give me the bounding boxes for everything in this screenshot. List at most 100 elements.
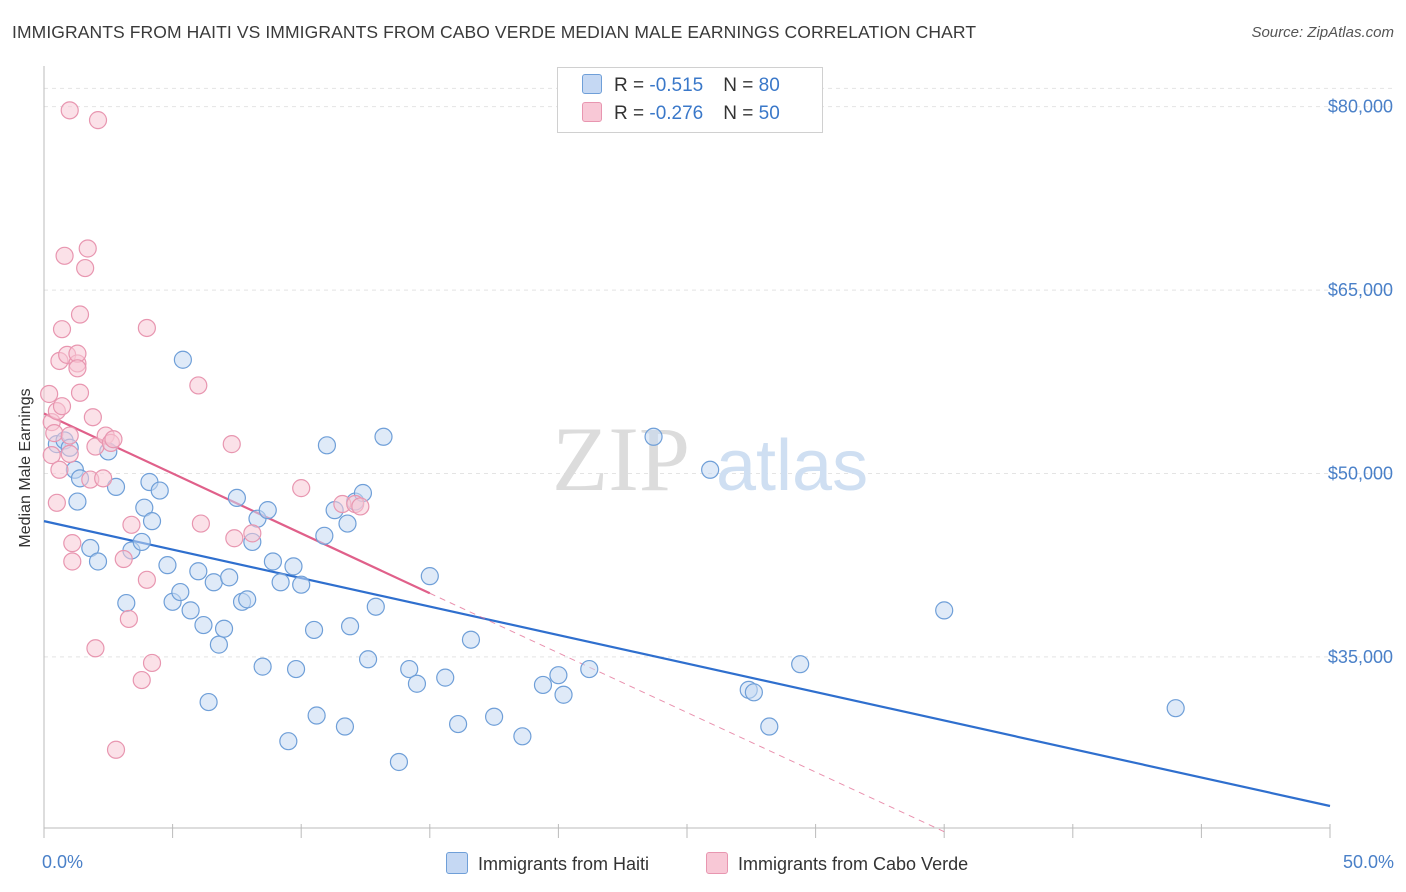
haiti-point-60 xyxy=(448,714,468,734)
haiti-point-43 xyxy=(307,706,326,725)
cabo-verde-point-16 xyxy=(63,552,82,571)
haiti-point-54 xyxy=(374,427,393,446)
haiti-n-label: N = xyxy=(723,75,759,96)
haiti-point-55 xyxy=(389,752,409,772)
haiti-point-19 xyxy=(171,582,190,602)
haiti-point-65 xyxy=(549,666,568,685)
haiti-point-45 xyxy=(317,436,337,455)
legend-item-cabo-verde: Immigrants from Cabo Verde xyxy=(706,852,968,875)
cabo-verde-n-label: N = xyxy=(723,103,759,124)
haiti-point-75 xyxy=(1166,699,1185,718)
y-tick-label-0: $35,000 xyxy=(1328,647,1393,667)
cabo-verde-r-value: -0.276 xyxy=(649,103,704,124)
haiti-r-label: R = xyxy=(614,75,650,96)
cabo-verde-point-27 xyxy=(86,639,105,658)
y-tick-label-1: $50,000 xyxy=(1328,463,1393,483)
haiti-point-24 xyxy=(199,692,218,712)
cabo-verde-point-20 xyxy=(70,305,90,324)
haiti-point-31 xyxy=(238,590,257,609)
cabo-verde-point-36 xyxy=(122,515,141,534)
haiti-point-39 xyxy=(284,557,303,576)
cabo-verde-point-41 xyxy=(189,376,208,395)
cabo-verde-point-15 xyxy=(63,534,82,553)
haiti-point-61 xyxy=(461,630,481,649)
cabo-verde-point-29 xyxy=(94,469,113,488)
haiti-point-41 xyxy=(292,575,311,594)
cabo-verde-point-14 xyxy=(60,444,79,463)
haiti-point-73 xyxy=(791,655,810,674)
haiti-point-13 xyxy=(135,498,154,517)
haiti-point-7 xyxy=(88,552,108,571)
y-tick-label-2: $65,000 xyxy=(1328,280,1393,300)
haiti-point-68 xyxy=(644,427,663,446)
haiti-point-44 xyxy=(315,526,334,545)
haiti-point-20 xyxy=(173,350,192,369)
haiti-point-57 xyxy=(407,674,427,693)
trend-line-0 xyxy=(43,520,1331,808)
cabo-verde-point-19 xyxy=(68,359,87,378)
haiti-point-37 xyxy=(271,573,290,592)
cabo-verde-point-35 xyxy=(119,609,138,629)
cabo-verde-point-40 xyxy=(142,653,162,673)
haiti-point-21 xyxy=(181,601,200,620)
cabo-verde-point-9 xyxy=(52,397,72,416)
haiti-point-74 xyxy=(935,601,954,620)
legend-item-haiti: Immigrants from Haiti xyxy=(446,852,649,875)
x-tick-label-max: 50.0% xyxy=(1342,852,1394,872)
cabo-verde-point-38 xyxy=(137,570,156,589)
haiti-point-23 xyxy=(194,615,213,635)
haiti-point-47 xyxy=(335,717,355,736)
watermark-atlas: atlas xyxy=(716,426,868,506)
legend-haiti-swatch xyxy=(446,852,468,874)
cabo-verde-point-46 xyxy=(292,479,311,498)
cabo-verde-point-49 xyxy=(351,497,370,516)
haiti-point-53 xyxy=(366,597,385,616)
cabo-verde-point-37 xyxy=(132,670,151,690)
cabo-verde-point-1 xyxy=(42,446,61,465)
y-tick-label-3: $80,000 xyxy=(1328,97,1393,117)
haiti-n-value: 80 xyxy=(758,75,780,96)
watermark-zip: ZIP xyxy=(552,408,690,510)
haiti-point-38 xyxy=(279,732,298,751)
haiti-point-56 xyxy=(400,659,419,679)
cabo-verde-point-45 xyxy=(243,524,262,543)
haiti-point-6 xyxy=(81,538,100,558)
legend-row-haiti: R = -0.515 N = 80 xyxy=(582,74,780,100)
haiti-point-22 xyxy=(189,562,208,581)
cabo-verde-point-42 xyxy=(191,514,210,533)
trend-line-2 xyxy=(429,592,945,833)
legend-row-cabo-verde: R = -0.276 N = 50 xyxy=(582,102,780,128)
haiti-point-66 xyxy=(554,685,573,704)
haiti-point-40 xyxy=(286,659,306,679)
cabo-verde-point-34 xyxy=(114,549,133,569)
cabo-verde-point-23 xyxy=(78,239,97,258)
legend-cabo-verde-swatch xyxy=(706,852,728,874)
source-label: Source: ZipAtlas.com xyxy=(1251,24,1394,41)
haiti-point-15 xyxy=(142,512,162,531)
cabo-verde-r-label: R = xyxy=(614,103,650,124)
haiti-point-25 xyxy=(204,573,223,592)
haiti-point-64 xyxy=(533,675,553,695)
axes xyxy=(43,66,1331,838)
cabo-verde-point-21 xyxy=(70,383,90,402)
cabo-verde-point-5 xyxy=(47,493,66,512)
haiti-swatch xyxy=(582,74,602,94)
cabo-verde-point-12 xyxy=(60,101,79,120)
haiti-r-value: -0.515 xyxy=(649,75,704,96)
legend-cabo-verde-label: Immigrants from Cabo Verde xyxy=(738,854,969,874)
haiti-point-52 xyxy=(358,650,378,669)
haiti-point-17 xyxy=(158,556,177,575)
haiti-point-58 xyxy=(420,567,439,586)
cabo-verde-point-7 xyxy=(50,460,69,479)
legend-haiti-label: Immigrants from Haiti xyxy=(478,854,650,874)
cabo-verde-point-0 xyxy=(40,384,59,404)
cabo-verde-point-3 xyxy=(45,424,64,443)
haiti-point-28 xyxy=(220,568,239,587)
haiti-point-34 xyxy=(253,657,272,676)
haiti-point-48 xyxy=(338,514,357,533)
haiti-point-12 xyxy=(132,532,151,552)
haiti-point-4 xyxy=(68,492,87,511)
cabo-verde-n-value: 50 xyxy=(758,103,780,124)
haiti-point-49 xyxy=(340,617,360,636)
haiti-point-59 xyxy=(436,668,455,687)
